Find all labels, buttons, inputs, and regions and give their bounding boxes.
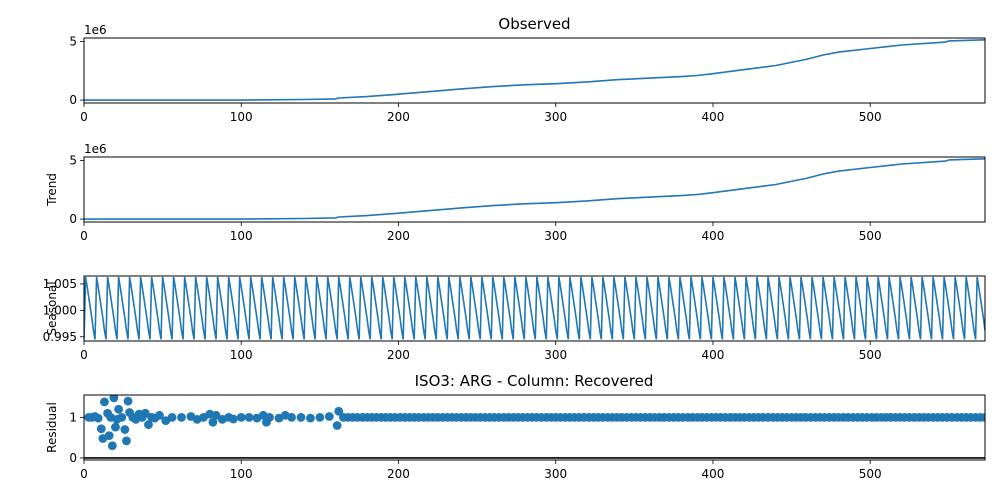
x-tick-label: 100 (230, 110, 253, 124)
x-tick-label: 500 (859, 110, 882, 124)
x-tick-label: 500 (859, 348, 882, 362)
residual-point (228, 414, 238, 424)
x-tick-label: 100 (230, 348, 253, 362)
y-scale-label: 1e6 (84, 23, 107, 37)
residual-point (114, 404, 123, 414)
x-tick-label: 0 (80, 229, 88, 243)
x-tick-label: 300 (544, 348, 567, 362)
residual-point (111, 422, 120, 432)
residual-point (211, 410, 221, 420)
y-tick-label: 0 (69, 212, 77, 226)
x-tick-label: 300 (544, 229, 567, 243)
x-tick-label: 500 (859, 229, 882, 243)
x-tick-label: 200 (387, 229, 410, 243)
residual-point (96, 424, 106, 434)
residual-point (208, 417, 218, 427)
plot-area (84, 39, 985, 101)
x-tick-label: 400 (702, 110, 725, 124)
x-tick-label: 100 (230, 467, 253, 481)
plot-area (84, 395, 985, 459)
x-tick-label: 300 (544, 467, 567, 481)
x-tick-label: 400 (702, 348, 725, 362)
plot-area (84, 276, 985, 340)
seasonal-line (84, 276, 985, 340)
axes-frame (83, 37, 986, 104)
x-tick-label: 0 (80, 467, 88, 481)
y-tick-label: 5 (69, 154, 77, 168)
panel-1: 0 100 200 300 400 500 0 5 1e6 Observed (69, 15, 986, 124)
residual-point (167, 412, 177, 422)
residual-point (315, 412, 325, 422)
x-tick-label: 300 (544, 110, 567, 124)
x-tick-label: 0 (80, 348, 88, 362)
x-tick-label: 200 (387, 467, 410, 481)
x-tick-label: 200 (387, 110, 410, 124)
residual-point (265, 412, 274, 422)
y-axis-label: Trend (45, 173, 59, 207)
panel-title: ISO3: ARG - Column: Recovered (415, 372, 654, 390)
series-line (84, 158, 985, 220)
panel-2: 0 100 200 300 400 500 0 5 1e6 Trend (45, 142, 986, 243)
x-tick-label: 500 (859, 467, 882, 481)
y-scale-label: 1e6 (84, 142, 107, 156)
y-tick-label: 0 (69, 93, 77, 107)
axes-frame (83, 394, 986, 461)
x-tick-label: 400 (702, 229, 725, 243)
residual-point (104, 431, 114, 441)
x-tick-label: 400 (702, 467, 725, 481)
y-tick-label: 0.995 (43, 330, 77, 344)
panel-title: Observed (498, 15, 570, 33)
residual-point (117, 412, 127, 422)
residual-point (144, 420, 153, 430)
x-tick-label: 0 (80, 110, 88, 124)
residual-point (287, 412, 296, 422)
y-axis-label: Residual (45, 402, 59, 453)
residual-point (334, 406, 344, 416)
y-tick-label: 1.005 (43, 277, 77, 291)
residual-point (140, 408, 150, 418)
residual-point (332, 421, 342, 430)
axes-frame (83, 156, 986, 223)
residual-point (107, 441, 117, 451)
y-tick-label: 1.000 (43, 303, 77, 317)
y-axis-label: Seasonal (45, 281, 59, 335)
series-line (84, 39, 985, 101)
panel-4: 0 100 200 300 400 500 0 1 ISO3: ARG - Column: Re… (45, 372, 986, 481)
axes-frame (83, 275, 986, 342)
x-tick-label: 100 (230, 229, 253, 243)
x-tick-label: 200 (387, 348, 410, 362)
residual-point (177, 412, 186, 422)
residual-point (236, 412, 246, 422)
residual-point (324, 412, 334, 421)
residual-point (123, 396, 133, 406)
y-tick-label: 1 (69, 410, 77, 424)
residual-point (120, 425, 130, 434)
residual-point (980, 412, 985, 422)
residual-point (122, 436, 131, 446)
residual-point (100, 397, 109, 407)
y-tick-label: 0 (69, 451, 77, 465)
residual-point (109, 395, 119, 403)
residual-point (155, 410, 164, 420)
plot-area (84, 158, 985, 220)
residual-point (296, 412, 306, 422)
y-tick-label: 5 (69, 35, 77, 49)
residual-point (306, 413, 315, 423)
residual-point (244, 412, 254, 422)
residual-point (93, 413, 103, 423)
